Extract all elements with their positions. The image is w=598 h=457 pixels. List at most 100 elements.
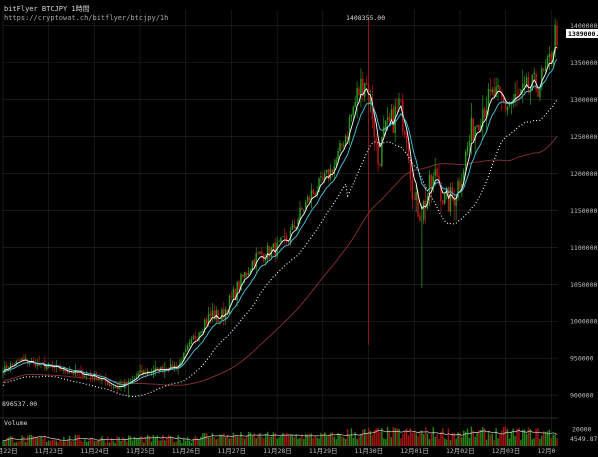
candle-body [253, 259, 256, 266]
candle-body [449, 187, 452, 212]
candle-body [234, 289, 236, 300]
candle-body [86, 374, 88, 376]
volume-bar [42, 439, 44, 446]
volume-bar [476, 432, 478, 446]
volume-bar [11, 436, 14, 446]
candle-body [169, 364, 172, 370]
candle-body [436, 168, 438, 177]
volume-bar [247, 431, 250, 446]
candle-body [17, 360, 19, 361]
volume-bar [169, 436, 172, 446]
volume-bar [198, 439, 200, 446]
volume-bar [276, 438, 278, 446]
candle-body [438, 175, 440, 184]
candle-body [145, 372, 147, 374]
x-tick-label: 12月0 [537, 447, 555, 455]
candle-body [207, 313, 210, 324]
candle-body [280, 237, 282, 243]
candle-body [329, 168, 332, 180]
volume-bar [409, 427, 412, 446]
volume-bar [379, 432, 381, 446]
x-tick-label: 11月25日 [126, 447, 155, 455]
x-tick-label: 11月27日 [217, 447, 246, 455]
volume-bar [541, 435, 543, 446]
volume-bar [314, 435, 316, 446]
volume-bar [284, 434, 286, 446]
candle-body [373, 118, 375, 138]
candle-body [304, 202, 307, 209]
volume-bar [438, 439, 440, 446]
volume-bar [101, 436, 103, 446]
volume-bar [223, 433, 225, 446]
volume-bar [68, 435, 71, 446]
volume-bar [268, 436, 271, 446]
volume-bar [531, 439, 534, 446]
volume-bar [375, 428, 377, 446]
candle-body [417, 191, 419, 217]
candle-body [301, 208, 303, 210]
candle-body [485, 110, 488, 118]
volume-bar [442, 428, 444, 446]
chart-source-url[interactable]: https://cryptowat.ch/bitflyer/btcjpy/1h [4, 14, 169, 22]
y-tick-label: 1150000 [570, 207, 597, 215]
volume-bar [95, 440, 97, 446]
candle-body [15, 361, 18, 365]
candle-body [443, 193, 446, 204]
y-tick-label: 900000 [570, 392, 594, 400]
candle-body [112, 386, 115, 388]
volume-bar [415, 433, 417, 446]
volume-bar [118, 437, 120, 446]
candle-body [213, 310, 216, 320]
volume-bar [207, 436, 210, 446]
candle-body [295, 226, 297, 229]
volume-bar [30, 434, 33, 446]
x-tick-label: 12月03日 [492, 447, 521, 455]
candle-body [383, 126, 385, 137]
candle-body [74, 370, 77, 375]
candle-body [314, 193, 316, 195]
candle-body [116, 387, 118, 389]
candle-body [101, 378, 103, 381]
candle-body [320, 176, 322, 178]
candle-body [284, 235, 286, 238]
volume-bar [213, 437, 216, 446]
volume-bar [148, 435, 151, 446]
x-tick-label: 11月22日 [0, 447, 18, 455]
candle-body [445, 187, 448, 193]
candle-body [403, 130, 406, 135]
candle-body [350, 114, 353, 117]
candle-body [226, 310, 229, 314]
candle-body [285, 236, 288, 242]
candle-body [379, 164, 381, 167]
volume-bar [388, 430, 391, 446]
candle-body [106, 382, 109, 385]
candle-body [491, 89, 494, 93]
volume-bar [539, 438, 541, 446]
volume-bar [141, 436, 143, 446]
volume-bar [339, 434, 341, 446]
volume-bar [337, 433, 339, 446]
volume-bar [202, 433, 204, 446]
candle-body [282, 236, 284, 237]
volume-bar [234, 435, 236, 446]
volume-bar [542, 431, 545, 446]
volume-bar [238, 436, 240, 446]
volume-bar [417, 436, 419, 446]
candle-body [36, 363, 38, 366]
candle-body [447, 187, 450, 212]
volume-bar [424, 427, 427, 446]
volume-bar [518, 427, 520, 446]
candle-body [419, 215, 421, 221]
volume-bar [87, 440, 90, 446]
volume-bar [44, 435, 46, 446]
volume-bar [331, 432, 334, 446]
volume-bar [125, 441, 128, 446]
volume-bar [131, 440, 134, 446]
candle-body [34, 361, 37, 367]
volume-bar [245, 435, 248, 446]
volume-bar [270, 436, 273, 446]
candle-body [531, 74, 534, 91]
volume-bar [335, 439, 337, 446]
candle-body [432, 176, 435, 188]
